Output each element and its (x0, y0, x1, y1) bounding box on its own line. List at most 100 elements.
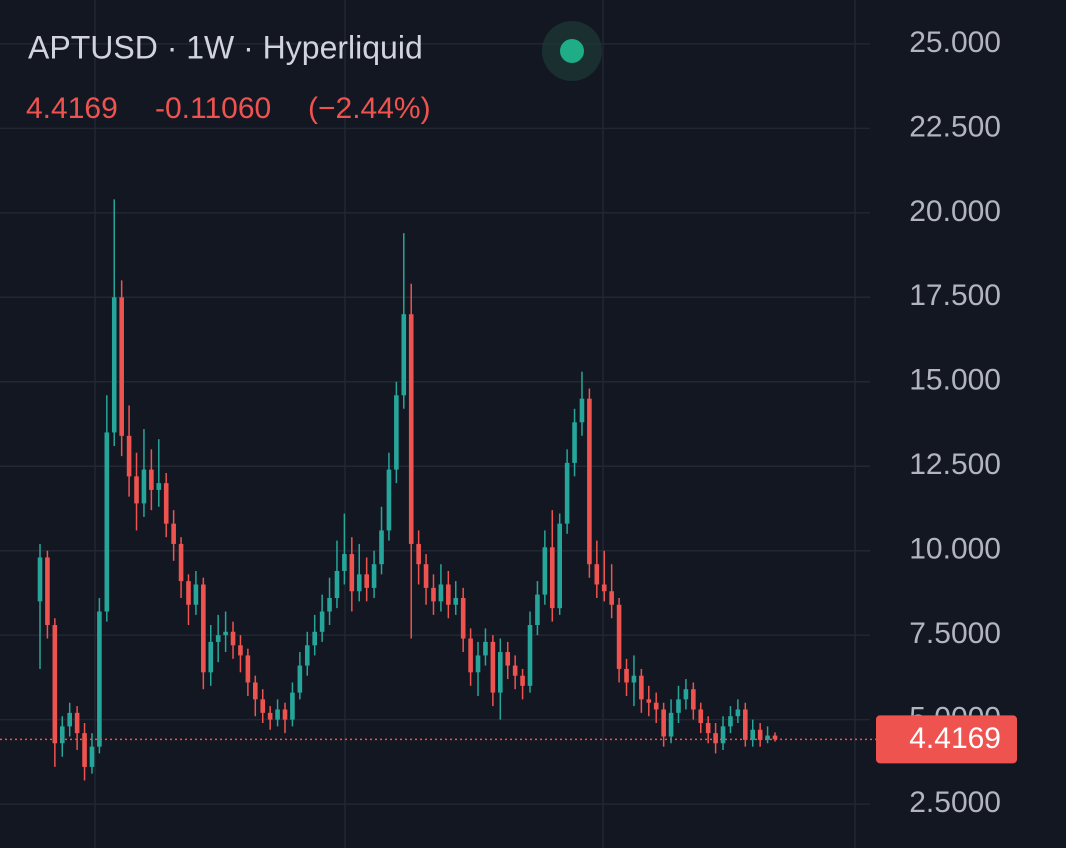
candle-body (683, 689, 689, 700)
candle-body (728, 716, 733, 727)
candle-body (97, 611, 102, 747)
candle-body (163, 483, 169, 524)
candle-body (646, 699, 652, 703)
header-price: 4.4169 (26, 92, 118, 125)
candle-body (201, 584, 206, 673)
candle-body (119, 297, 124, 436)
candle-body (564, 462, 570, 524)
candle-body (594, 564, 600, 585)
candle-body (275, 709, 280, 720)
candle-body (349, 554, 355, 592)
header-change: -0.11060 (155, 92, 271, 125)
candle-body (401, 314, 407, 396)
candle-body (713, 733, 718, 744)
candle-body (141, 469, 147, 504)
last-price-tag (876, 715, 1017, 764)
candle-body (705, 722, 711, 734)
candle-body (334, 570, 340, 598)
y-tick-label: 22.500 (909, 110, 1001, 143)
candle-body (74, 712, 80, 734)
candle-body (253, 682, 258, 700)
candle-body (82, 733, 87, 767)
candle-body (765, 735, 770, 740)
candle-body (720, 726, 726, 744)
candle-body (624, 668, 629, 683)
candle-body (743, 709, 748, 740)
candle-body (193, 584, 199, 605)
candle-body (601, 584, 607, 592)
candle-body (379, 530, 384, 565)
candle-body (631, 675, 637, 683)
candle-body (475, 655, 481, 673)
candle-body (342, 554, 347, 571)
candle-body (104, 432, 110, 612)
candle-body (52, 625, 58, 744)
candle-body (290, 692, 295, 720)
y-tick-label: 7.5000 (909, 617, 1001, 650)
candle-body (215, 635, 221, 642)
candle-body (126, 435, 132, 477)
y-tick-label: 10.000 (909, 533, 1001, 566)
candle-body (260, 699, 266, 713)
candle-body (223, 631, 228, 636)
candle-body (45, 557, 50, 626)
candle-body (364, 574, 369, 588)
candle-body (661, 709, 666, 737)
candle-body (438, 584, 444, 602)
y-tick-label: 2.5000 (909, 786, 1001, 819)
candle-body (453, 597, 459, 605)
header-change-percent: (−2.44%) (308, 92, 431, 125)
y-tick-label: 17.500 (909, 279, 1001, 312)
y-tick-label: 25.000 (909, 26, 1001, 59)
candle-body (423, 564, 429, 588)
candle-body (446, 584, 451, 605)
candle-body (230, 631, 236, 646)
candle-body (178, 543, 184, 582)
candle-body (505, 652, 511, 666)
candle-body (408, 314, 414, 544)
overlay: 2.50005.00007.500010.00012.50015.00017.5… (0, 26, 1017, 819)
candle-body (579, 398, 585, 423)
candle-body (483, 641, 488, 656)
candle-body (186, 581, 191, 605)
candle-body (134, 476, 139, 504)
candle-body (498, 652, 503, 693)
candle-body (750, 729, 756, 740)
price-grid (0, 43, 870, 805)
candle-body (609, 591, 614, 605)
candle-body (89, 746, 95, 767)
candle-body (460, 597, 466, 639)
candle-body (371, 564, 377, 588)
candle-body (208, 641, 214, 673)
last-price-label: 4.4169 (909, 722, 1001, 755)
candle-body (512, 665, 518, 676)
candle-body (297, 665, 303, 693)
chart-title: APTUSD · 1W · Hyperliquid (28, 29, 423, 65)
candle-body (572, 422, 577, 463)
candles (37, 199, 778, 781)
candle-body (676, 699, 681, 713)
y-tick-label: 12.500 (909, 448, 1001, 481)
y-tick-label: 20.000 (909, 195, 1001, 228)
candle-body (149, 469, 154, 490)
candle-body (616, 604, 622, 669)
candle-body (653, 702, 659, 710)
candle-body (394, 395, 399, 470)
candle-body (668, 712, 674, 737)
candle-body (267, 712, 273, 720)
candle-body (238, 645, 243, 656)
candle-body (542, 547, 548, 595)
candle-body (431, 587, 436, 602)
time-grid (94, 0, 856, 848)
candle-body (37, 557, 43, 602)
candle-body (587, 398, 592, 565)
candle-body (245, 655, 251, 683)
candle-body (319, 611, 325, 632)
status-dot (560, 39, 584, 63)
candle-body (156, 483, 162, 490)
candle-body (282, 709, 288, 720)
candle-body (171, 523, 176, 544)
candle-body (59, 726, 65, 744)
